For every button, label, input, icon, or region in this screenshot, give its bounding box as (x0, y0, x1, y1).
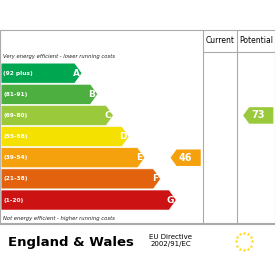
Text: Current: Current (205, 36, 235, 45)
Text: (92 plus): (92 plus) (3, 71, 33, 76)
Text: F: F (152, 174, 158, 183)
Text: Potential: Potential (239, 36, 273, 45)
Polygon shape (1, 148, 145, 168)
Text: A: A (73, 69, 80, 78)
Text: C: C (104, 111, 111, 120)
Polygon shape (243, 107, 273, 124)
Text: England & Wales: England & Wales (8, 236, 134, 249)
Polygon shape (1, 127, 129, 147)
Text: (39-54): (39-54) (3, 155, 28, 160)
Text: (69-80): (69-80) (3, 113, 28, 118)
Text: 46: 46 (179, 153, 192, 163)
Polygon shape (170, 149, 201, 166)
Text: EU Directive
2002/91/EC: EU Directive 2002/91/EC (149, 234, 192, 247)
Text: D: D (119, 132, 127, 141)
Text: (55-68): (55-68) (3, 134, 28, 139)
Text: (21-38): (21-38) (3, 176, 28, 181)
Text: Energy Efficiency Rating: Energy Efficiency Rating (36, 8, 239, 23)
Text: E: E (136, 153, 142, 162)
Text: 73: 73 (251, 110, 265, 120)
Polygon shape (1, 84, 98, 104)
Text: B: B (89, 90, 95, 99)
Polygon shape (1, 63, 82, 83)
Text: Not energy efficient - higher running costs: Not energy efficient - higher running co… (3, 216, 115, 221)
Text: (1-20): (1-20) (3, 198, 24, 203)
Polygon shape (1, 169, 161, 189)
Polygon shape (1, 106, 113, 125)
Text: G: G (167, 196, 174, 205)
Text: Very energy efficient - lower running costs: Very energy efficient - lower running co… (3, 54, 115, 59)
Text: (81-91): (81-91) (3, 92, 28, 97)
Polygon shape (1, 190, 176, 210)
